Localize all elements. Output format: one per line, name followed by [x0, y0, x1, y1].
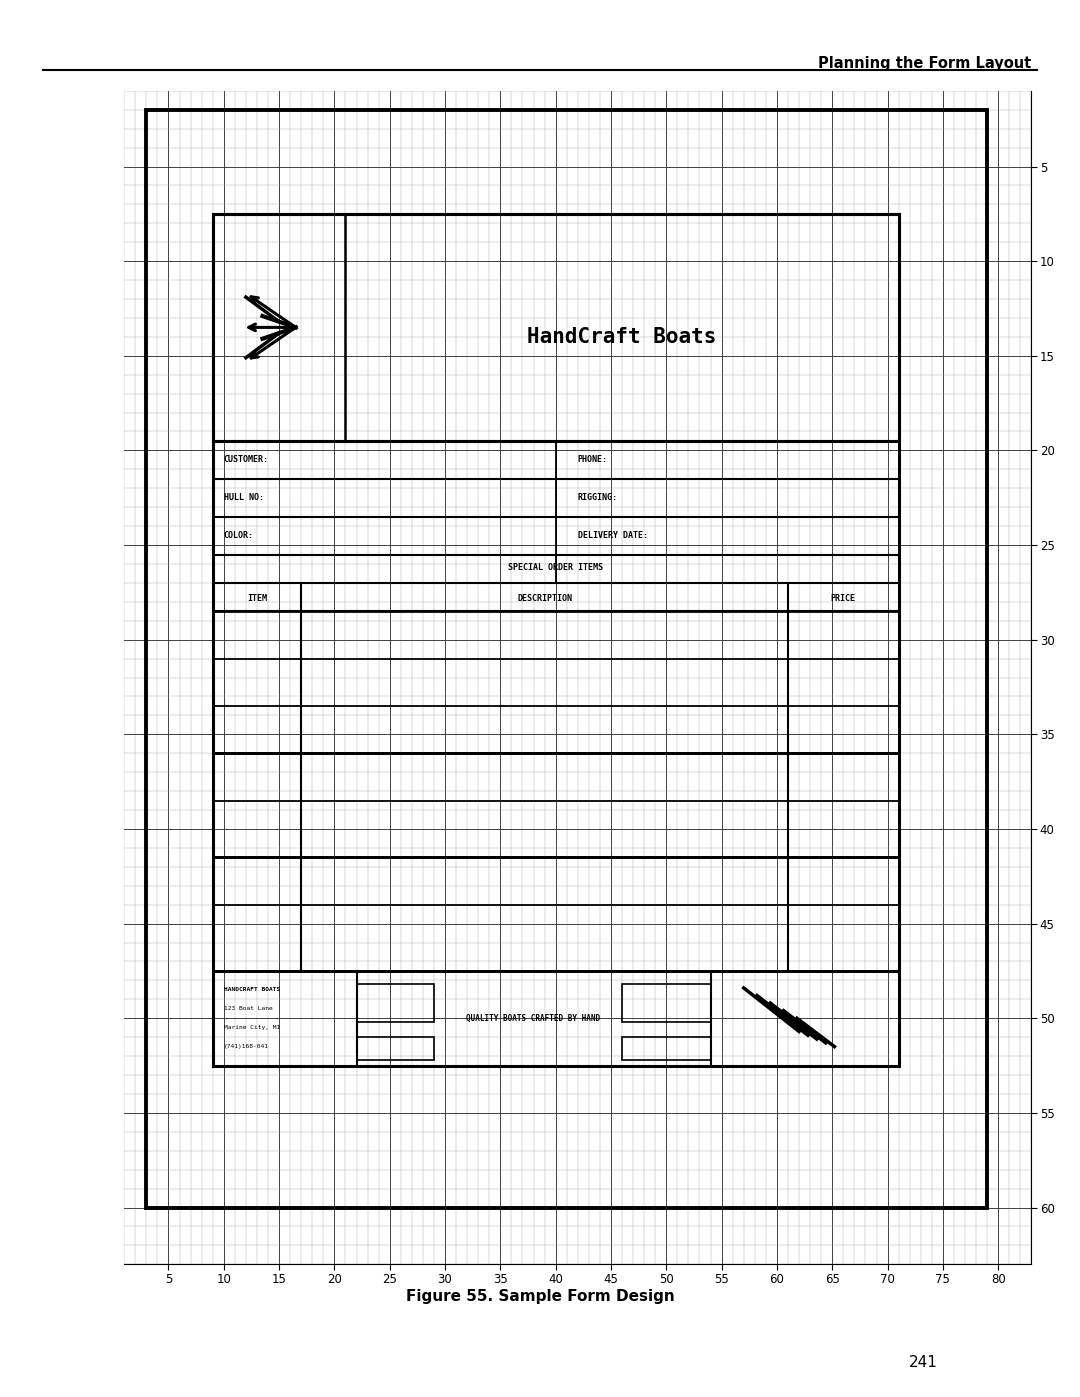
Text: CUSTOMER:: CUSTOMER:: [224, 455, 269, 464]
Bar: [213, 971, 899, 1066]
Text: PHONE:: PHONE:: [578, 455, 608, 464]
Bar: [213, 753, 899, 858]
Bar: [356, 983, 434, 1023]
Text: DESCRIPTION: DESCRIPTION: [517, 594, 572, 602]
Text: HANDCRAFT BOATS: HANDCRAFT BOATS: [224, 988, 280, 992]
Bar: [356, 1037, 434, 1060]
Text: COLOR:: COLOR:: [224, 531, 254, 541]
Bar: [213, 214, 899, 441]
Text: ITEM: ITEM: [247, 594, 267, 602]
Bar: [213, 858, 899, 971]
Bar: [213, 612, 899, 753]
Text: Figure 55. Sample Form Design: Figure 55. Sample Form Design: [406, 1289, 674, 1303]
Text: DELIVERY DATE:: DELIVERY DATE:: [578, 531, 648, 541]
Bar: [213, 214, 899, 1066]
Text: RIGGING:: RIGGING:: [578, 493, 618, 503]
Text: Planning the Form Layout: Planning the Form Layout: [819, 56, 1031, 71]
Text: 241: 241: [909, 1355, 937, 1369]
Text: HULL NO:: HULL NO:: [224, 493, 264, 503]
Bar: [622, 1037, 711, 1060]
Text: PRICE: PRICE: [831, 594, 855, 602]
Text: HandCraft Boats: HandCraft Boats: [527, 327, 717, 346]
Text: QUALITY BOATS CRAFTED BY HAND: QUALITY BOATS CRAFTED BY HAND: [467, 1014, 600, 1023]
Text: Marine City, MI: Marine City, MI: [224, 1025, 280, 1030]
Text: (741)168-041: (741)168-041: [224, 1044, 269, 1049]
Text: SPECIAL ORDER ITEMS: SPECIAL ORDER ITEMS: [509, 563, 603, 573]
Text: 123 Boat Lane: 123 Boat Lane: [224, 1006, 272, 1011]
Bar: [622, 983, 711, 1023]
